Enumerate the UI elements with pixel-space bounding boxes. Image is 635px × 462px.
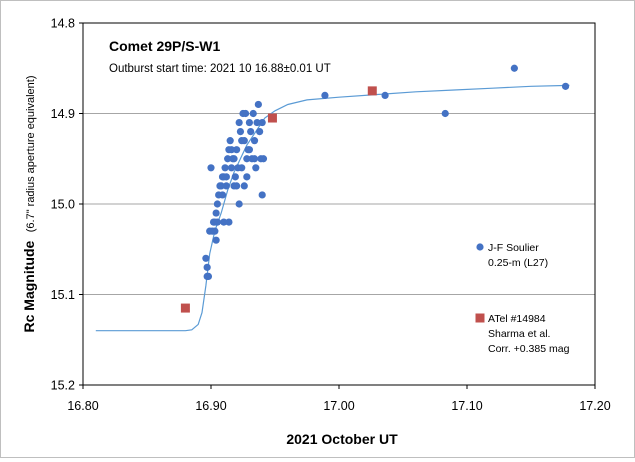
y-tick-label: 15.0 bbox=[51, 198, 75, 212]
atel-point bbox=[180, 303, 190, 313]
y-axis-label: Rc Magnitude (6.7" radius aperture equiv… bbox=[21, 75, 38, 332]
soulier-point bbox=[225, 218, 233, 226]
soulier-point bbox=[222, 182, 230, 190]
soulier-point bbox=[213, 218, 221, 226]
legend-label: J-F Soulier bbox=[488, 242, 539, 254]
soulier-point bbox=[222, 173, 230, 181]
soulier-point bbox=[510, 64, 518, 72]
soulier-point bbox=[561, 82, 570, 90]
y-tick-label: 14.9 bbox=[51, 107, 75, 121]
soulier-point bbox=[241, 109, 250, 118]
soulier-point bbox=[243, 155, 251, 163]
soulier-point bbox=[252, 164, 260, 172]
soulier-point bbox=[256, 128, 264, 136]
soulier-point bbox=[245, 118, 253, 127]
soulier-point bbox=[240, 137, 248, 145]
x-tick-label: 17.00 bbox=[323, 399, 354, 413]
soulier-point bbox=[202, 254, 210, 262]
soulier-point bbox=[203, 272, 211, 280]
soulier-point bbox=[250, 155, 259, 163]
soulier-point bbox=[212, 236, 220, 244]
legend-marker-soulier bbox=[476, 243, 484, 251]
soulier-point bbox=[441, 109, 449, 118]
atel-point bbox=[267, 113, 277, 123]
y-axis-label-sub: (6.7" radius aperture equivalent) bbox=[25, 75, 37, 232]
legend-label: Sharma et al. bbox=[488, 328, 550, 340]
x-tick-label: 16.90 bbox=[195, 399, 226, 413]
y-axis-label-main: Rc Magnitude bbox=[21, 241, 37, 333]
soulier-point bbox=[203, 263, 211, 271]
soulier-point bbox=[217, 182, 225, 190]
soulier-point bbox=[213, 200, 221, 208]
soulier-point bbox=[207, 164, 215, 172]
y-tick-label: 14.8 bbox=[51, 17, 75, 31]
soulier-point bbox=[238, 164, 246, 172]
soulier-point bbox=[236, 128, 245, 136]
soulier-point bbox=[211, 227, 219, 235]
soulier-point bbox=[233, 182, 241, 190]
soulier-point bbox=[233, 146, 241, 154]
soulier-point bbox=[258, 118, 266, 127]
soulier-point bbox=[218, 191, 227, 199]
soulier-point bbox=[249, 109, 257, 118]
soulier-point bbox=[231, 173, 239, 181]
legend-label: 0.25-m (L27) bbox=[488, 257, 548, 269]
soulier-point bbox=[240, 182, 248, 190]
x-tick-label: 16.80 bbox=[67, 399, 98, 413]
soulier-point bbox=[227, 164, 236, 172]
soulier-point bbox=[250, 137, 259, 145]
x-tick-label: 17.10 bbox=[451, 399, 482, 413]
soulier-point bbox=[258, 191, 266, 199]
soulier-point bbox=[259, 155, 268, 163]
soulier-point bbox=[230, 155, 238, 163]
soulier-point bbox=[235, 200, 243, 208]
soulier-point bbox=[243, 173, 251, 181]
y-tick-label: 15.2 bbox=[51, 379, 75, 393]
soulier-point bbox=[235, 118, 243, 127]
chart-subtitle: Outburst start time: 2021 10 16.88±0.01 … bbox=[109, 63, 331, 75]
fit-curve bbox=[95, 84, 570, 332]
legend-marker-atel bbox=[475, 313, 485, 323]
legend-label: Corr. +0.385 mag bbox=[488, 343, 570, 355]
soulier-point bbox=[226, 137, 234, 145]
soulier-point bbox=[212, 209, 220, 217]
atel-point bbox=[367, 86, 377, 96]
soulier-point bbox=[253, 118, 261, 127]
soulier-point bbox=[321, 91, 329, 99]
soulier-point bbox=[247, 128, 255, 136]
soulier-point bbox=[381, 91, 389, 99]
legend-label: ATel #14984 bbox=[488, 313, 546, 325]
soulier-point bbox=[221, 164, 229, 172]
soulier-point bbox=[254, 100, 262, 109]
x-axis-label: 2021 October UT bbox=[286, 431, 398, 447]
soulier-point bbox=[220, 218, 228, 226]
soulier-point bbox=[245, 146, 253, 154]
chart-title: Comet 29P/S-W1 bbox=[109, 38, 220, 54]
soulier-point bbox=[227, 146, 236, 154]
x-tick-label: 17.20 bbox=[579, 399, 610, 413]
soulier-point bbox=[224, 155, 232, 163]
y-tick-label: 15.1 bbox=[51, 288, 75, 302]
